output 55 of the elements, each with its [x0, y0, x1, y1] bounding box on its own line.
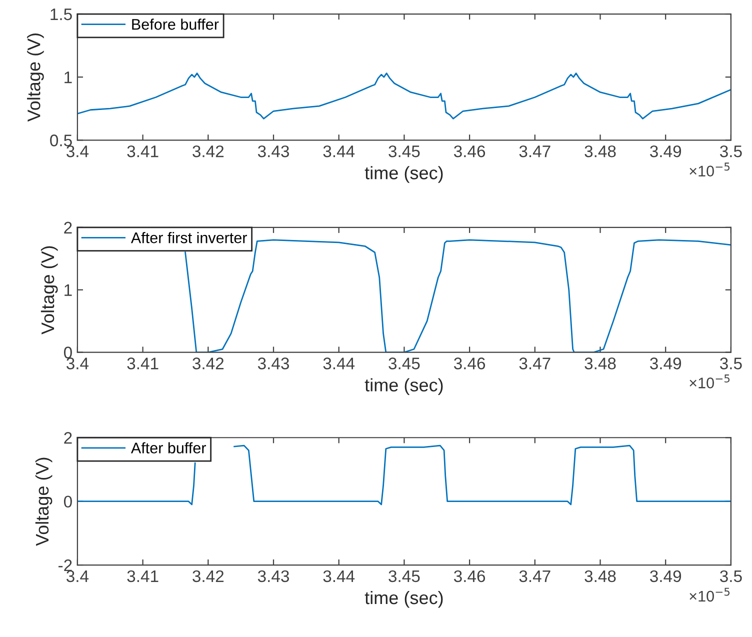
x-tick-label: 3.42 — [192, 570, 224, 582]
y-tick-label: 0.5 — [50, 134, 72, 146]
x-tick-label: 3.44 — [323, 145, 355, 158]
text: ×10$^{−5}$ — [690, 374, 730, 388]
y-tick-label: -2 — [58, 559, 72, 572]
x-axis-title: time (sec) — [364, 378, 443, 396]
x-tick-label: 3.43 — [258, 358, 289, 370]
x-tick-label: 3.41 — [127, 358, 158, 370]
x-axis-title: time (sec) — [364, 590, 443, 608]
y-tick-label: 0 — [64, 346, 72, 358]
x-axis-title: time (sec) — [364, 166, 443, 183]
x-tick-label: 3.44 — [323, 358, 355, 370]
legend-label: Before buffer — [132, 18, 219, 30]
x-tick-label: 3.49 — [650, 358, 682, 370]
x-tick-label: 3.5 — [720, 358, 742, 370]
y-axis-title: Voltage (V) — [35, 458, 52, 546]
x-tick-label: 3.42 — [192, 358, 224, 370]
y-tick-label: 2 — [64, 222, 72, 234]
x-tick-label: 3.47 — [519, 570, 550, 582]
x-tick-label: 3.43 — [258, 570, 289, 582]
x-tick-label: 3.41 — [127, 570, 158, 582]
text: ×10$^{−5}$ — [690, 588, 730, 602]
x-tick-label: 3.43 — [258, 145, 289, 158]
y-tick-label: 1 — [64, 284, 72, 296]
x-tick-label: 3.48 — [584, 570, 616, 582]
legend-label: After first inverter — [130, 232, 247, 244]
x-tick-label: 3.47 — [519, 358, 550, 370]
x-tick-label: 3.48 — [584, 145, 616, 158]
x-tick-label: 3.42 — [192, 145, 224, 158]
line-series — [77, 72, 731, 120]
x-tick-label: 3.5 — [720, 145, 742, 158]
x-tick-label: 3.45 — [388, 358, 420, 370]
y-tick-label: 1.5 — [50, 8, 72, 20]
text: ×10$^{−5}$ — [690, 162, 730, 176]
x-tick-label: 3.41 — [127, 145, 158, 158]
x-tick-label: 3.4 — [66, 145, 89, 158]
x-tick-label: 3.46 — [454, 358, 486, 370]
x-tick-label: 3.47 — [519, 145, 550, 158]
x-tick-label: 3.49 — [650, 570, 682, 582]
x-tick-label: 3.45 — [388, 570, 420, 582]
y-tick-label: 2 — [64, 432, 72, 444]
legend-label: After buffer — [130, 442, 206, 454]
x-tick-label: 3.5 — [720, 570, 742, 582]
x-tick-label: 3.4 — [66, 570, 89, 582]
x-tick-label: 3.46 — [454, 145, 486, 158]
y-tick-label: 1 — [64, 72, 72, 84]
y-tick-label: 0 — [64, 496, 72, 508]
x-tick-label: 3.49 — [650, 145, 682, 158]
y-axis-title: Voltage (V) — [27, 34, 44, 122]
y-axis-title: Voltage (V) — [40, 246, 58, 334]
x-tick-label: 3.46 — [454, 570, 486, 582]
x-tick-label: 3.48 — [584, 358, 616, 370]
x-tick-label: 3.44 — [323, 570, 355, 582]
x-tick-label: 3.4 — [66, 358, 89, 370]
x-tick-label: 3.45 — [388, 145, 420, 158]
